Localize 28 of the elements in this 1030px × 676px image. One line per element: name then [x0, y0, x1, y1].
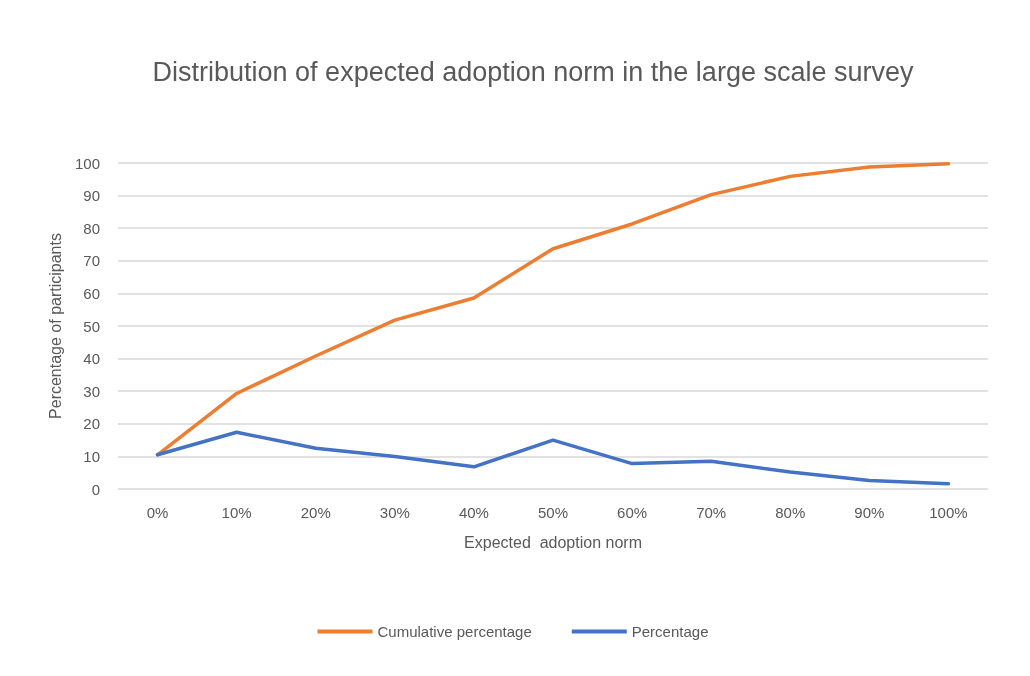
y-tick-label: 10 — [83, 447, 100, 465]
x-tick-label: 30% — [379, 504, 410, 521]
line-series — [155, 430, 951, 486]
x-tick-label: 80% — [775, 504, 806, 521]
x-tick-label: 40% — [458, 504, 489, 521]
x-tick-label: 0% — [146, 504, 169, 521]
x-tick-label: 50% — [537, 504, 569, 521]
y-tick-label: 100 — [74, 154, 100, 172]
legend-label: Percentage — [631, 623, 709, 640]
y-tick-label: 90 — [83, 187, 100, 205]
legend-label: Cumulative percentage — [377, 623, 532, 640]
x-tick-label: 60% — [617, 504, 648, 521]
x-tick-label: 20% — [300, 504, 331, 521]
x-tick-label: 70% — [696, 504, 727, 521]
y-tick-label: 0 — [91, 480, 100, 498]
x-axis-title: Expected adoption norm — [464, 533, 642, 551]
x-tick-label: 10% — [221, 504, 252, 521]
y-tick-label: 40 — [83, 350, 100, 368]
x-tick-label: 90% — [854, 504, 885, 521]
y-tick-label: 50 — [83, 317, 100, 335]
x-tick-label: 100% — [929, 504, 968, 521]
y-axis-title: Percentage of participants — [46, 233, 64, 419]
y-tick-label: 30 — [83, 382, 100, 400]
y-tick-label: 20 — [83, 415, 100, 433]
chart-title: Distribution of expected adoption norm in the large scale survey — [152, 57, 914, 87]
y-tick-label: 60 — [83, 284, 100, 302]
y-tick-label: 70 — [83, 252, 100, 270]
y-tick-label: 80 — [83, 219, 100, 237]
